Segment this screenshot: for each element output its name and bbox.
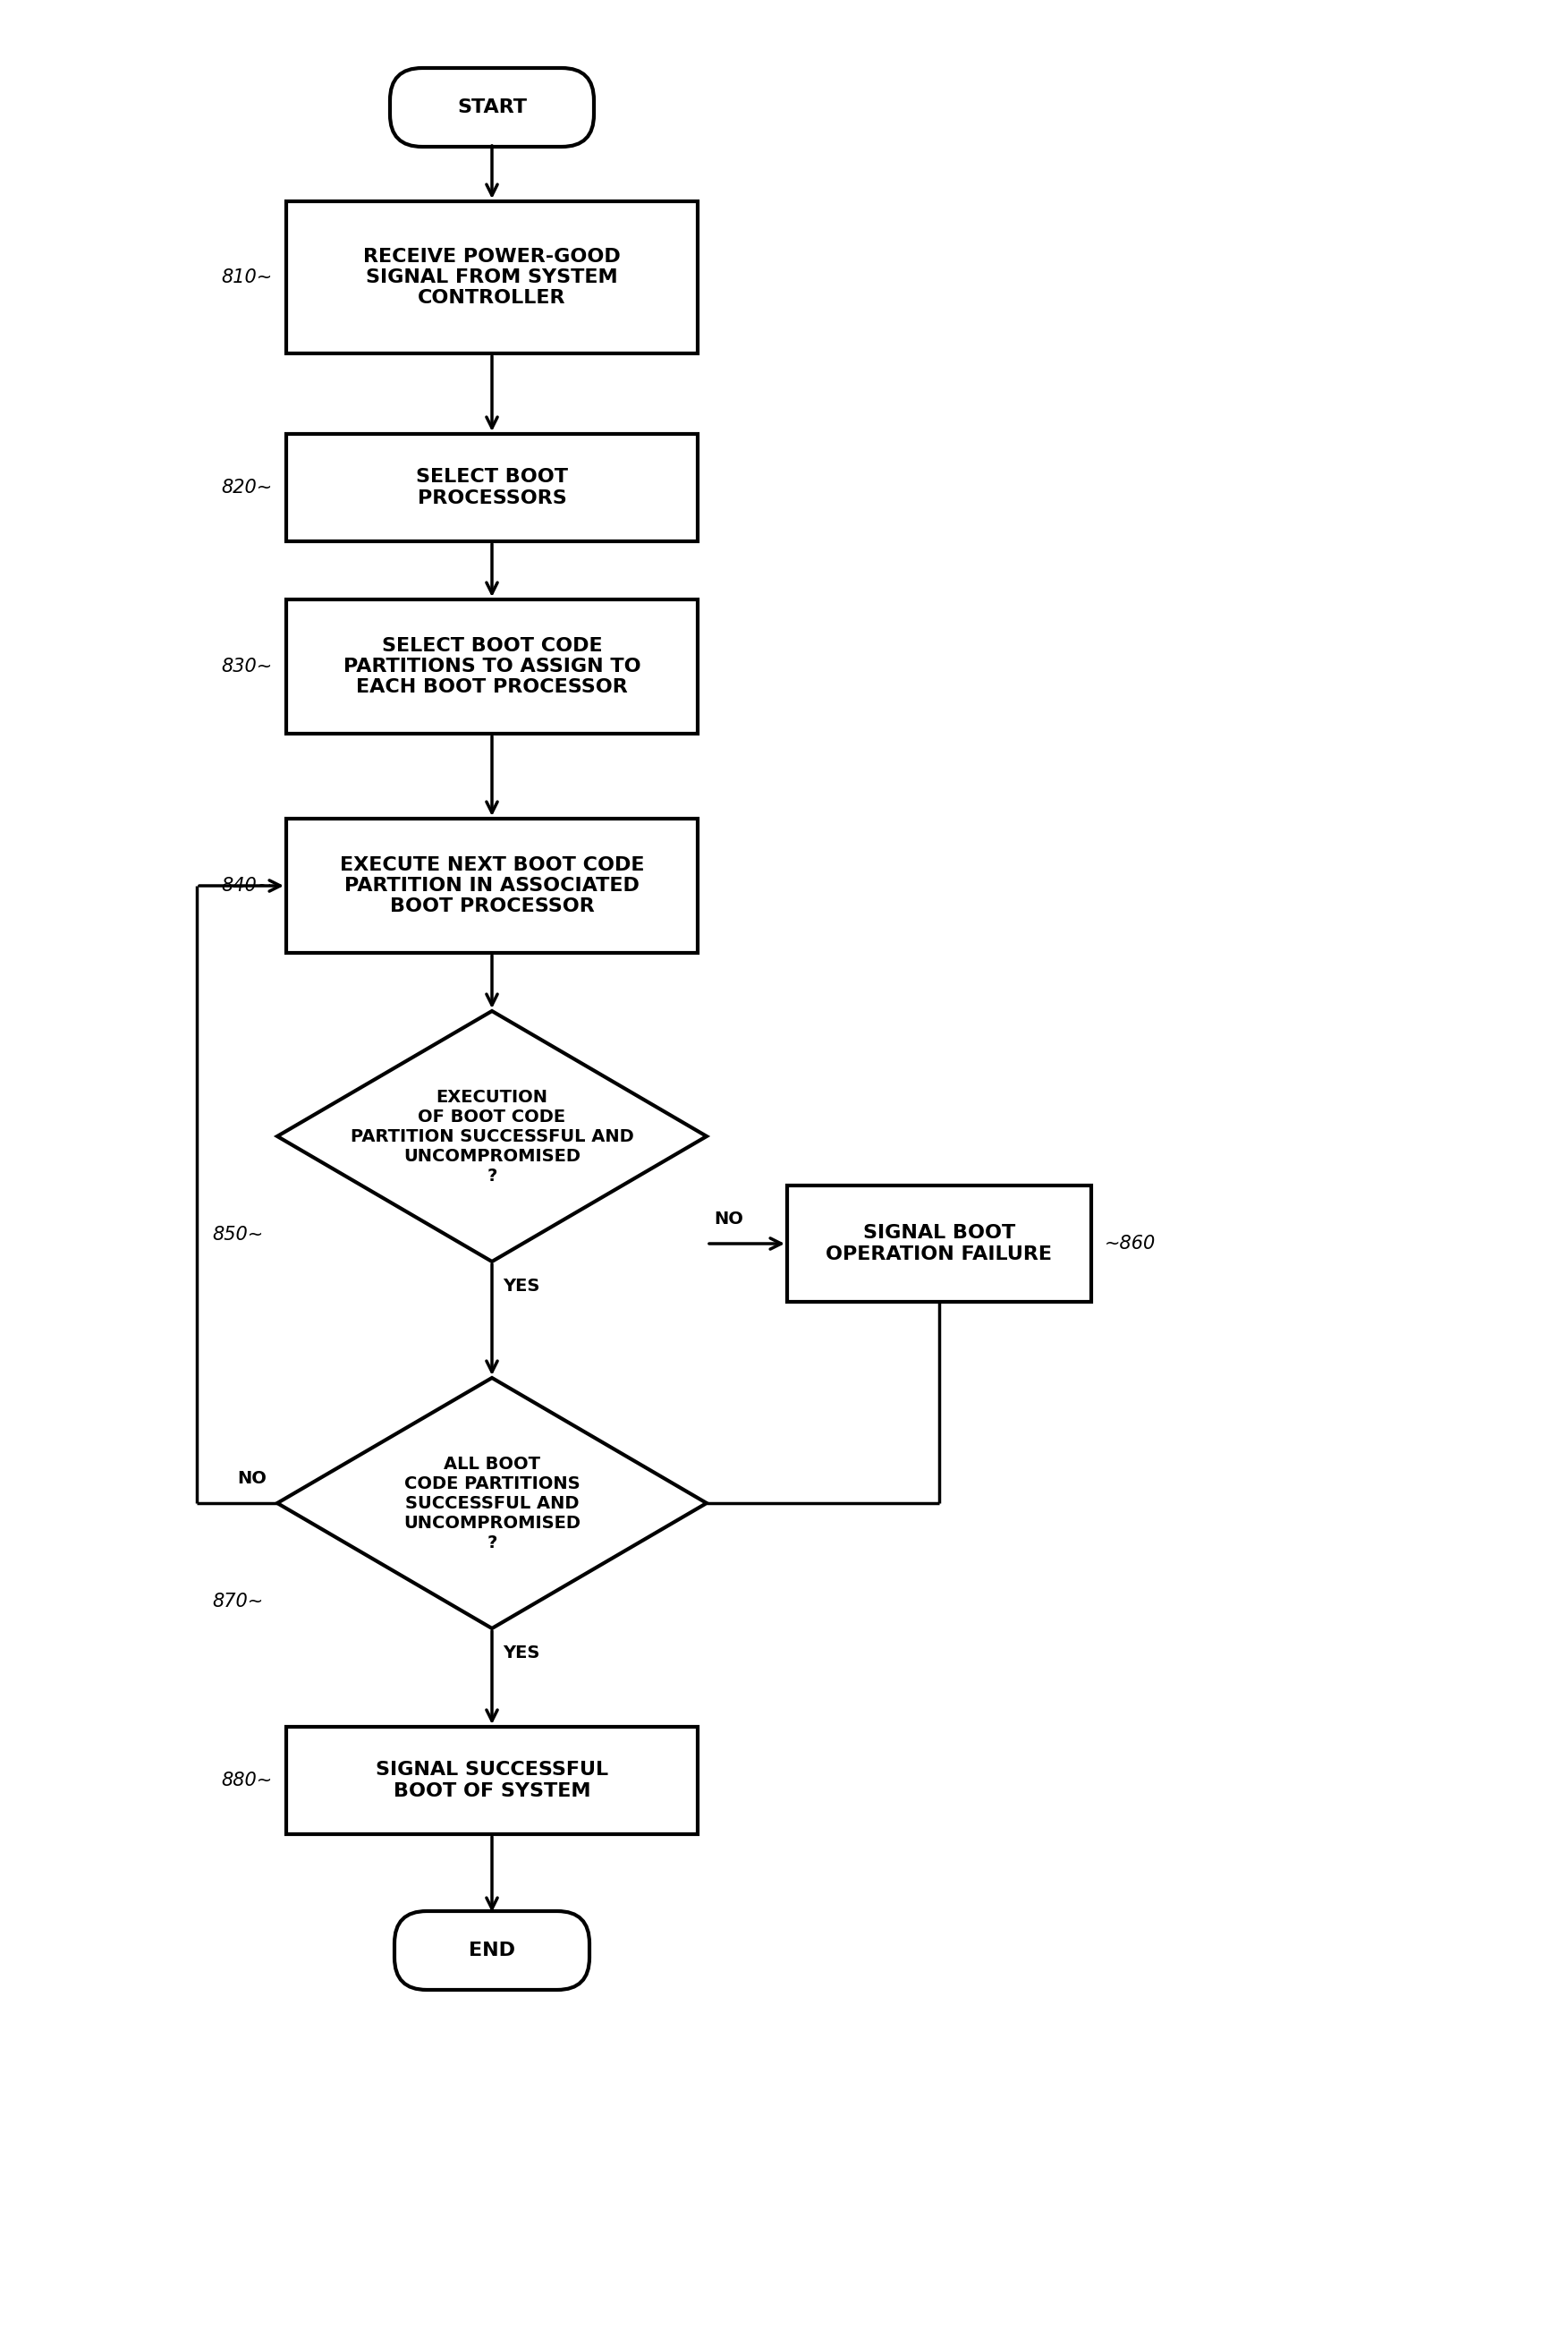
Text: SIGNAL BOOT
OPERATION FAILURE: SIGNAL BOOT OPERATION FAILURE [826, 1225, 1052, 1262]
Text: 810~: 810~ [221, 269, 273, 287]
Text: ALL BOOT
CODE PARTITIONS
SUCCESSFUL AND
UNCOMPROMISED
?: ALL BOOT CODE PARTITIONS SUCCESSFUL AND … [403, 1456, 580, 1552]
Text: ~860: ~860 [1105, 1234, 1156, 1253]
Text: SELECT BOOT
PROCESSORS: SELECT BOOT PROCESSORS [416, 467, 568, 507]
Text: RECEIVE POWER-GOOD
SIGNAL FROM SYSTEM
CONTROLLER: RECEIVE POWER-GOOD SIGNAL FROM SYSTEM CO… [364, 248, 621, 306]
Text: 830~: 830~ [221, 657, 273, 675]
Text: NO: NO [713, 1211, 743, 1227]
Text: YES: YES [503, 1645, 539, 1662]
Text: 880~: 880~ [221, 1771, 273, 1790]
Text: 820~: 820~ [221, 479, 273, 495]
Bar [287, 201, 698, 353]
Text: 870~: 870~ [213, 1591, 263, 1610]
Polygon shape [278, 1379, 707, 1629]
Text: 850~: 850~ [213, 1227, 263, 1243]
Text: 840~: 840~ [221, 876, 273, 895]
Bar [287, 1727, 698, 1835]
Text: YES: YES [503, 1278, 539, 1295]
Bar [287, 435, 698, 542]
Bar [287, 818, 698, 953]
FancyBboxPatch shape [390, 68, 594, 147]
Text: SELECT BOOT CODE
PARTITIONS TO ASSIGN TO
EACH BOOT PROCESSOR: SELECT BOOT CODE PARTITIONS TO ASSIGN TO… [343, 638, 641, 696]
Text: EXECUTION
OF BOOT CODE
PARTITION SUCCESSFUL AND
UNCOMPROMISED
?: EXECUTION OF BOOT CODE PARTITION SUCCESS… [350, 1089, 633, 1185]
Text: END: END [469, 1942, 516, 1958]
Bar [287, 601, 698, 734]
FancyBboxPatch shape [395, 1912, 590, 1989]
Bar [787, 1185, 1091, 1302]
Text: START: START [458, 98, 527, 117]
Text: NO: NO [237, 1470, 267, 1486]
Text: EXECUTE NEXT BOOT CODE
PARTITION IN ASSOCIATED
BOOT PROCESSOR: EXECUTE NEXT BOOT CODE PARTITION IN ASSO… [340, 855, 644, 916]
Text: SIGNAL SUCCESSFUL
BOOT OF SYSTEM: SIGNAL SUCCESSFUL BOOT OF SYSTEM [376, 1762, 608, 1799]
Polygon shape [278, 1012, 707, 1262]
